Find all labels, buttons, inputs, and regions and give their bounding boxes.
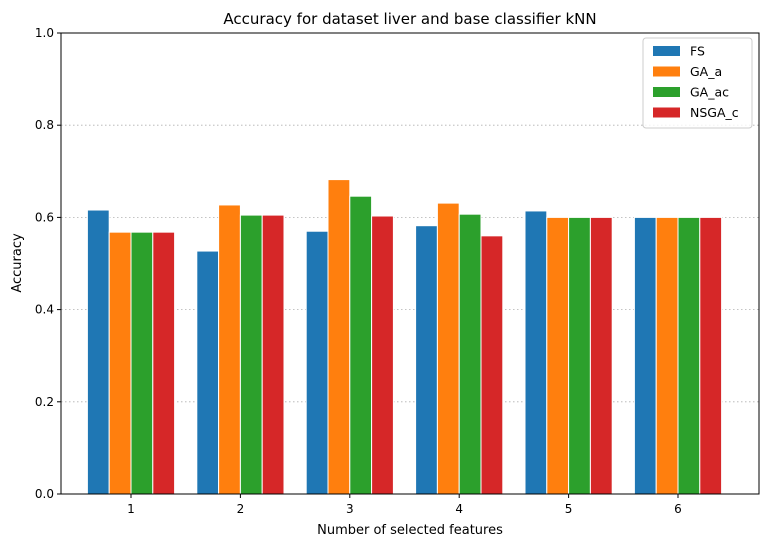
bar-nsga-c: [699, 216, 723, 495]
bar-ga-ac: [568, 216, 591, 495]
bar-nsga-c: [371, 215, 394, 495]
bar-ga-ac: [349, 195, 373, 495]
y-tick-label: 0.8: [35, 118, 54, 132]
x-ticks: 1 2 3 4 5 6: [127, 494, 682, 516]
y-tick-label: 1.0: [35, 26, 54, 40]
x-tick-label: 5: [565, 502, 573, 516]
bar-fs: [86, 209, 110, 495]
x-tick-label: 1: [127, 502, 135, 516]
y-ticks: 0.0 0.2 0.4 0.6 0.8 1.0: [35, 26, 61, 501]
bar-fs: [305, 230, 329, 495]
bar-fs: [524, 210, 548, 495]
bar-ga-a: [108, 231, 132, 495]
bars: [86, 179, 723, 495]
legend-box: [642, 37, 753, 129]
x-tick-label: 2: [237, 502, 245, 516]
bar-ga-ac: [239, 214, 263, 495]
bar-ga-a: [546, 216, 570, 495]
legend-label: NSGA_c: [690, 105, 739, 120]
y-tick-label: 0.6: [35, 210, 54, 224]
legend-swatch: [653, 107, 680, 118]
bar-ga-ac: [130, 231, 154, 495]
bar-nsga-c: [480, 235, 504, 495]
bar-ga-a: [327, 179, 351, 495]
plot-frame: [60, 32, 760, 495]
y-axis-label: Accuracy: [10, 233, 25, 293]
bar-nsga-c: [152, 231, 176, 495]
axes: [60, 32, 760, 495]
chart-title: Accuracy for dataset liver and base clas…: [223, 10, 596, 28]
bar-fs: [196, 250, 220, 495]
legend-label: GA_a: [690, 64, 722, 79]
bar-ga-a: [655, 216, 679, 495]
bar-ga-a: [218, 204, 241, 495]
y-tick-label: 0.4: [35, 303, 54, 317]
bar-fs: [633, 216, 657, 495]
y-tick-label: 0.2: [35, 395, 54, 409]
bar-nsga-c: [589, 216, 613, 495]
bar-ga-ac: [458, 213, 482, 495]
legend-swatch: [653, 87, 680, 97]
x-tick-label: 3: [346, 502, 354, 516]
legend-swatch: [653, 66, 680, 77]
legend: FS GA_a GA_ac NSGA_c: [642, 37, 753, 129]
legend-label: FS: [690, 44, 705, 59]
bar-ga-a: [436, 202, 460, 495]
x-tick-label: 6: [674, 502, 682, 516]
bar-ga-ac: [677, 216, 701, 495]
x-tick-label: 4: [455, 502, 463, 516]
y-tick-label: 0.0: [35, 487, 54, 501]
legend-label: GA_ac: [690, 85, 729, 100]
legend-swatch: [653, 46, 680, 56]
gridlines: [61, 124, 759, 403]
x-axis-label: Number of selected features: [317, 523, 503, 538]
bar-fs: [415, 225, 438, 495]
bar-nsga-c: [261, 214, 285, 495]
